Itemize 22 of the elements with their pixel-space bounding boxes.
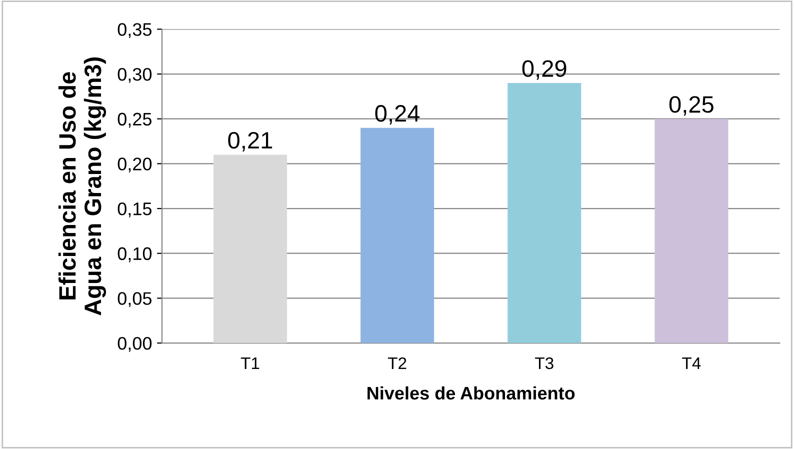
x-axis-title: Niveles de Abonamiento (368, 386, 575, 400)
data-label: 0,24 (375, 105, 420, 125)
x-tick-label: T4 (682, 358, 701, 370)
y-tick-label: 0,10 (118, 247, 152, 262)
data-label: 0,25 (669, 96, 714, 116)
y-tick-label: 0,35 (118, 23, 152, 38)
y-tick-label: 0,20 (118, 158, 152, 173)
data-label: 0,21 (228, 132, 272, 152)
y-tick-label: 0,00 (118, 336, 152, 352)
y-axis-title: Eficiencia en Uso de Agua en Grano (kg/m3) (58, 57, 106, 316)
y-tick-label: 0,25 (118, 112, 152, 128)
bar (213, 154, 287, 344)
bar (360, 128, 434, 344)
y-tick-label: 0,30 (118, 68, 152, 83)
x-tick-label: T3 (535, 357, 554, 370)
data-label: 0,29 (522, 60, 566, 80)
x-tick-label: T1 (240, 358, 260, 370)
x-tick-label: T2 (388, 357, 406, 370)
bar (508, 82, 582, 344)
y-tick-label: 0,05 (118, 292, 152, 308)
bar (654, 118, 728, 344)
y-tick-label: 0,15 (118, 202, 152, 218)
